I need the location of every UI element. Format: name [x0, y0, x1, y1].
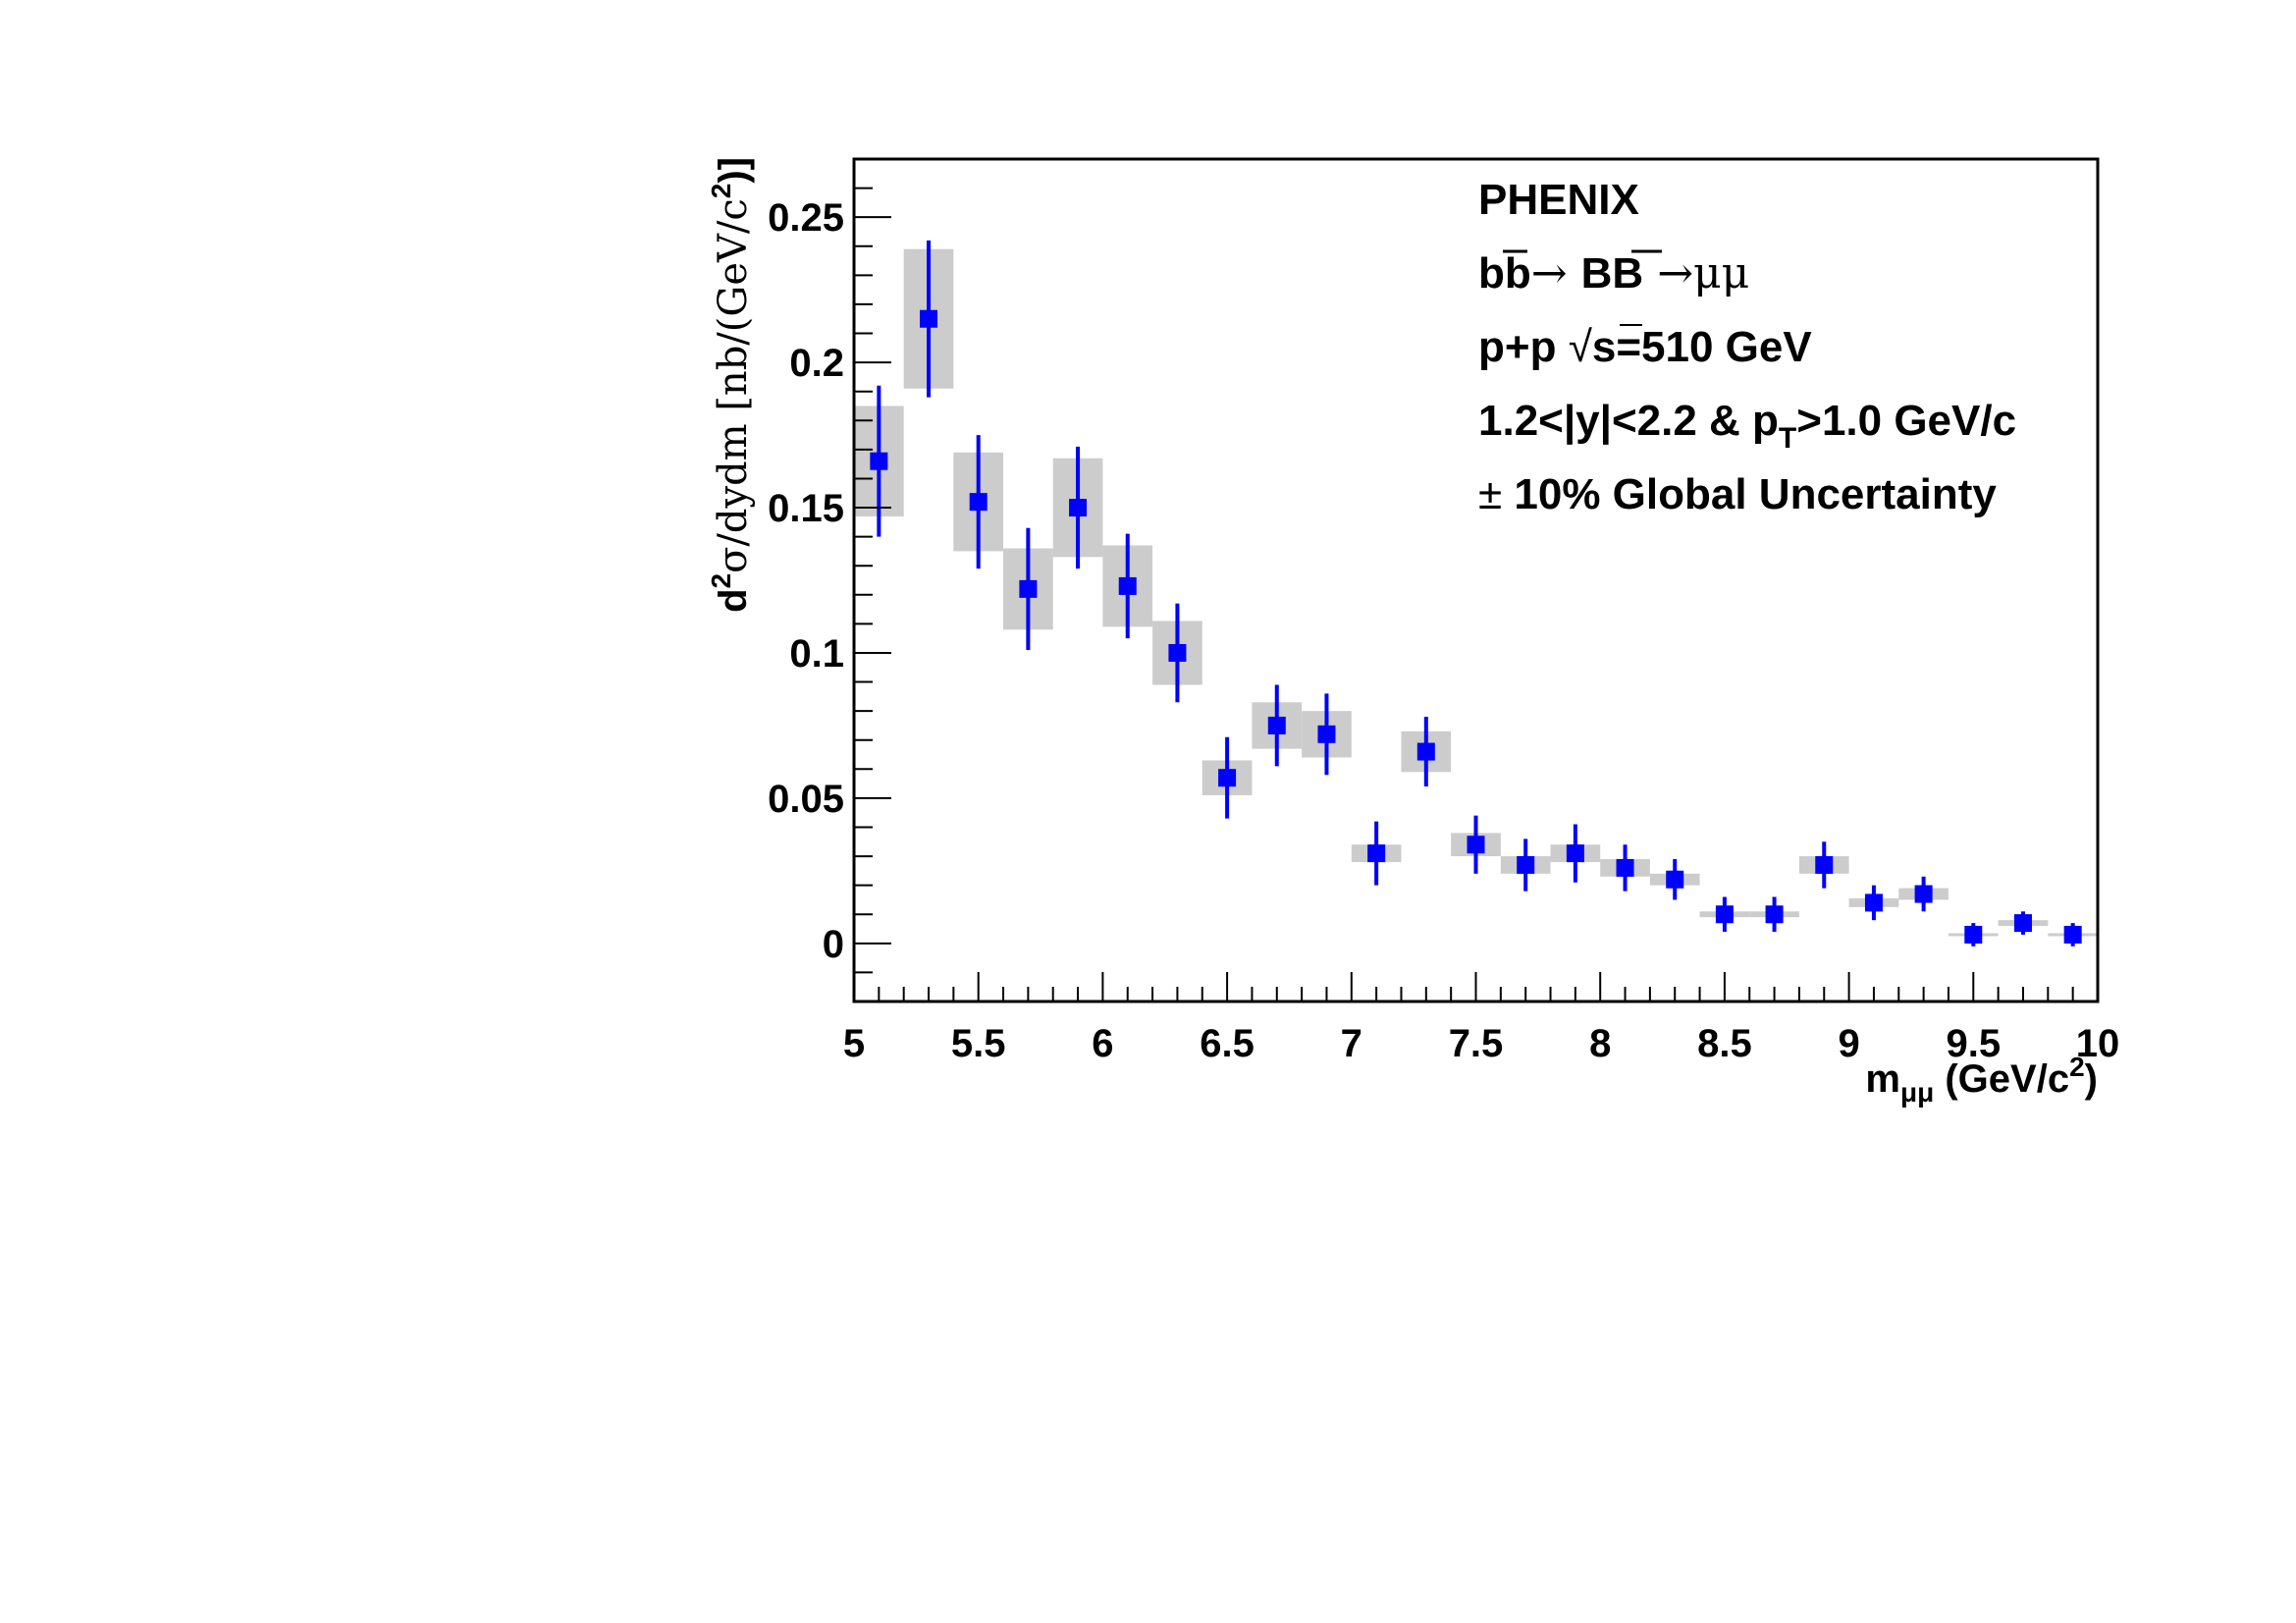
data-point [2013, 914, 2032, 933]
data-point [1666, 870, 1684, 889]
data-point [2063, 925, 2082, 944]
data-point [1715, 905, 1734, 924]
data-point [1019, 579, 1038, 598]
x-tick-label: 8.5 [1697, 1022, 1752, 1065]
x-tick-label: 7.5 [1449, 1022, 1504, 1065]
x-tick-label: 6.5 [1200, 1022, 1255, 1065]
legend-line-global-unc: ± 10% Global Uncertainty [1478, 470, 1997, 518]
x-axis-label: mμμ (GeV/c2) [1865, 1052, 2098, 1108]
y-tick-label: 0.25 [768, 196, 844, 240]
data-point [1964, 925, 1983, 944]
data-markers [870, 309, 2082, 944]
legend-text: PHENIX bb→ BB →μμ p+p √s=510 GeV 1.2<|y|… [1478, 176, 2016, 518]
legend-line-experiment: PHENIX [1478, 176, 1639, 224]
data-point [1765, 905, 1784, 924]
data-point [1118, 576, 1137, 595]
data-point [1517, 855, 1535, 874]
x-tick-label: 6 [1092, 1022, 1113, 1065]
data-point [1467, 836, 1485, 854]
x-tick-label: 7 [1341, 1022, 1362, 1065]
data-point [1218, 769, 1237, 787]
data-point [1416, 742, 1435, 761]
x-tick-label: 9.5 [1946, 1022, 2001, 1065]
y-tick-label: 0.05 [768, 778, 844, 821]
data-point [1864, 893, 1883, 912]
y-tick-label: 0.2 [789, 342, 844, 385]
y-tick-label: 0.15 [768, 487, 844, 530]
x-tick-label: 5.5 [951, 1022, 1006, 1065]
legend-line-process: bb→ BB →μμ [1478, 248, 1749, 298]
y-axis-ticks: 0 0.05 0.1 0.15 0.2 0.25 [768, 158, 891, 1002]
y-axis-label: d2σ/dydm [nb/(GeV/c2)] [706, 157, 756, 613]
data-point [1069, 499, 1088, 517]
y-tick-label: 0 [823, 923, 844, 966]
data-point [870, 452, 888, 470]
data-point [1168, 643, 1187, 662]
x-axis-ticks: 5 5.5 6 6.5 7 7.5 8 8.5 9 9.5 10 [843, 972, 2119, 1065]
x-tick-label: 5 [843, 1022, 865, 1065]
y-tick-label: 0.1 [789, 632, 844, 676]
data-point [1566, 844, 1584, 863]
data-point [1267, 716, 1286, 734]
legend-line-collision: p+p √s=510 GeV [1478, 323, 1812, 371]
legend-line-cuts: 1.2<|y|<2.2 & pT>1.0 GeV/c [1478, 397, 2016, 455]
data-point [1815, 855, 1834, 874]
x-tick-label: 8 [1589, 1022, 1611, 1065]
x-tick-label: 10 [2076, 1022, 2120, 1065]
data-point [1317, 725, 1336, 743]
bbar-text: b [1505, 249, 1531, 298]
data-point [1616, 858, 1634, 877]
x-tick-label: 9 [1838, 1022, 1859, 1065]
data-point [969, 493, 988, 512]
data-point [1367, 844, 1386, 863]
data-point [920, 309, 938, 328]
data-point [1914, 885, 1933, 903]
